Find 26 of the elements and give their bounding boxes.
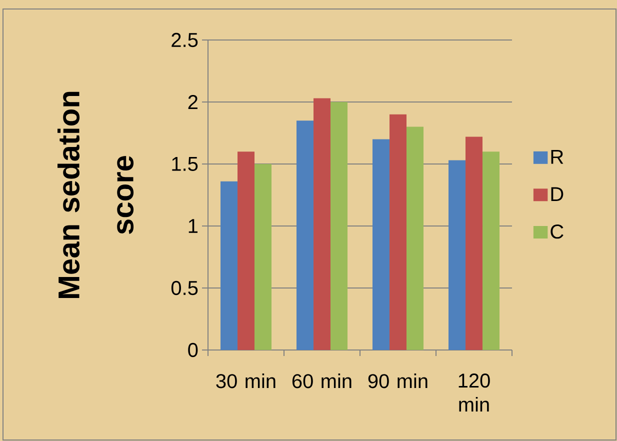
x-tick-label: 90 min xyxy=(368,374,428,388)
bar xyxy=(482,152,500,350)
bar xyxy=(238,152,255,350)
x-tick-label: 30 min xyxy=(216,374,276,388)
bar xyxy=(314,98,331,350)
legend-label: R xyxy=(551,150,564,164)
y-tick-label: 2 xyxy=(188,95,198,109)
bar xyxy=(330,102,348,350)
y-tick-label: 2.5 xyxy=(172,32,198,48)
legend-label: C xyxy=(550,224,564,239)
y-tick-label: 1.5 xyxy=(172,157,198,171)
text: Mean sedation score xyxy=(58,92,134,298)
bar xyxy=(296,120,314,350)
bar xyxy=(254,164,272,350)
x-tick-label: 120 min xyxy=(458,374,490,412)
bar xyxy=(406,126,424,350)
y-tick-label: 1 xyxy=(188,219,198,233)
bar xyxy=(466,136,483,350)
bar xyxy=(448,160,466,350)
bar xyxy=(390,114,407,350)
y-tick-label: 0.5 xyxy=(171,280,198,296)
x-tick-label: 60 min xyxy=(292,374,352,388)
y-tick-label: 0 xyxy=(188,342,198,358)
bar xyxy=(220,181,238,350)
bar xyxy=(372,139,390,350)
legend-label: D xyxy=(551,187,564,202)
